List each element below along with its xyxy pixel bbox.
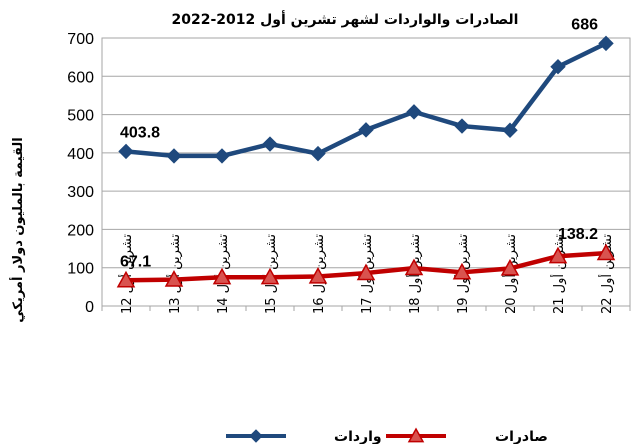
series-imports <box>118 35 614 164</box>
legend-item-exports: صادرات <box>386 427 548 444</box>
plot-frame <box>101 37 631 307</box>
series-line <box>125 41 607 159</box>
data-point <box>358 122 374 138</box>
data-point <box>166 148 182 164</box>
data-point <box>452 262 472 280</box>
data-point <box>118 143 134 160</box>
data-point <box>500 258 520 276</box>
data-point <box>550 59 566 75</box>
data-point <box>598 35 614 52</box>
y-tick-label: 200 <box>67 222 94 239</box>
legend-label: صادرات <box>495 429 548 444</box>
data-point <box>262 136 278 152</box>
legend-item-imports: واردات <box>226 429 382 444</box>
x-tick-label: تشرين أول 21 <box>550 234 567 314</box>
data-point <box>548 246 568 264</box>
data-label: 138.2 <box>558 226 598 243</box>
data-point <box>308 266 328 284</box>
data-point <box>164 270 184 287</box>
data-point <box>356 263 376 281</box>
data-point <box>406 104 422 120</box>
y-tick-label: 500 <box>67 108 94 125</box>
series-layer <box>116 35 616 288</box>
data-point <box>502 122 518 138</box>
data-label: 67.1 <box>120 253 151 270</box>
data-point <box>212 267 232 285</box>
chart-title: الصادرات والواردات لشهر تشرين أول 2012-2… <box>172 10 519 28</box>
data-point <box>260 267 280 285</box>
y-tick-label: 300 <box>67 184 94 201</box>
legend-marker <box>249 429 263 443</box>
series-exports <box>116 243 616 288</box>
legend-marker <box>407 427 425 443</box>
data-label: 403.8 <box>120 124 160 141</box>
y-tick-label: 0 <box>85 299 94 316</box>
y-axis-label: القيمة بالمليون دولار أمريكي <box>9 137 26 323</box>
y-tick-label: 400 <box>67 146 94 163</box>
data-label: 686 <box>571 16 598 33</box>
legend-label: واردات <box>334 429 382 444</box>
grid <box>101 37 631 307</box>
legend: واردات صادرات <box>226 427 548 444</box>
data-point <box>596 243 616 261</box>
y-tick-label: 700 <box>67 31 94 48</box>
data-point <box>454 118 470 134</box>
data-point <box>214 148 230 164</box>
data-labels: 403.8 686 67.1 138.2 <box>120 16 598 270</box>
data-point <box>116 270 136 288</box>
y-tick-label: 600 <box>67 69 94 86</box>
y-tick-label: 100 <box>67 261 94 278</box>
data-point <box>310 145 326 162</box>
data-point <box>404 258 424 276</box>
